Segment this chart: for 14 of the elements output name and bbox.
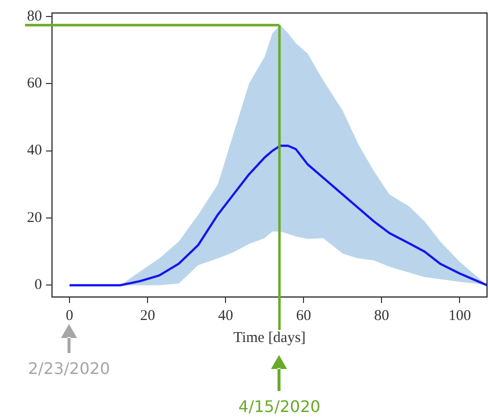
x-tick-label: 20	[140, 308, 156, 324]
x-axis-title: Time [days]	[233, 330, 306, 346]
y-tick-label: 40	[27, 142, 42, 159]
x-tick-label: 0	[66, 308, 74, 324]
x-tick-label: 60	[296, 308, 312, 324]
y-tick-label: 20	[27, 210, 42, 226]
y-tick-label: 80	[27, 8, 42, 24]
x-tick-label: 80	[374, 308, 390, 324]
text: 2/23/2020	[28, 359, 110, 378]
text: 4/15/2020	[238, 397, 320, 416]
y-tick-label: 60	[27, 76, 42, 92]
x-tick-label: 100	[448, 308, 471, 324]
y-tick-label: 0	[34, 277, 42, 294]
x-tick-label: 40	[218, 308, 234, 324]
